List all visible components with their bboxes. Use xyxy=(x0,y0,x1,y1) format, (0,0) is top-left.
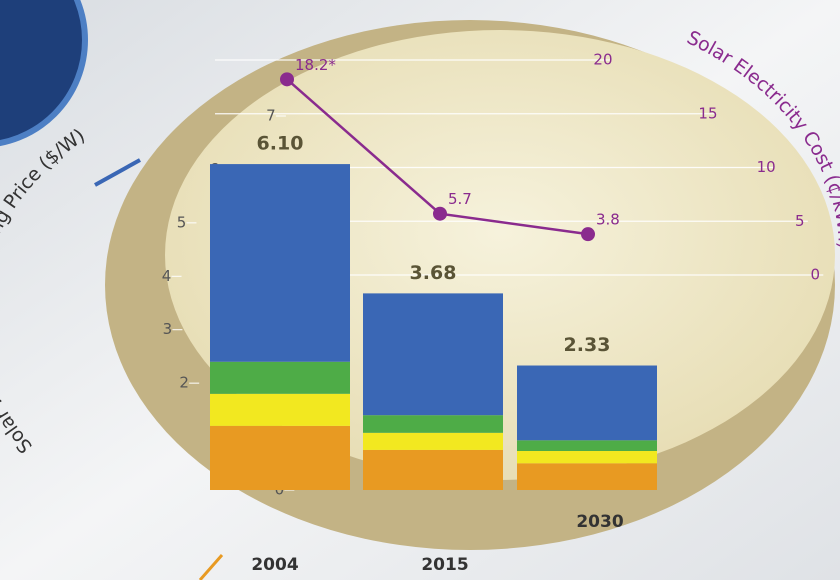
bar-segment xyxy=(517,450,657,464)
x-tick-label: 2015 xyxy=(421,555,468,575)
total-label: 3.68 xyxy=(410,262,457,284)
y-tick-label: 4 xyxy=(162,267,172,285)
bar-segment xyxy=(210,361,350,394)
x-tick-label: 2030 xyxy=(576,512,623,532)
bar-segment xyxy=(210,393,350,426)
line-point xyxy=(280,72,294,87)
line-label: 5.7 xyxy=(448,190,472,208)
y-tick-label: 3 xyxy=(163,320,173,338)
y2-tick-label: 15 xyxy=(698,104,717,122)
y-tick-label: 5 xyxy=(177,213,187,231)
photo-circle xyxy=(0,0,88,147)
line-point xyxy=(433,206,447,221)
bar-segment xyxy=(363,449,503,490)
bar-segment xyxy=(517,463,657,490)
bar-segment xyxy=(517,440,657,451)
line-point xyxy=(581,227,595,242)
total-label: 6.10 xyxy=(257,133,304,155)
y2-tick-label: 20 xyxy=(593,51,612,69)
bar-segment xyxy=(363,293,503,416)
bar-segment xyxy=(517,365,657,441)
y2-tick-label: 10 xyxy=(757,158,776,176)
decor xyxy=(198,554,224,580)
bar-segment xyxy=(363,415,503,433)
bar-segment xyxy=(210,425,350,490)
y2-tick-label: 0 xyxy=(811,266,821,284)
total-label: 2.33 xyxy=(564,334,611,356)
y-tick-label: 7 xyxy=(266,107,276,125)
decor xyxy=(94,158,141,187)
line-label: 3.8 xyxy=(596,211,620,229)
y2-tick-label: 5 xyxy=(795,212,805,230)
x-tick-label: 2004 xyxy=(251,555,298,575)
line-label: 18.2* xyxy=(295,56,336,74)
y-tick-label: 2 xyxy=(179,374,189,392)
bar-segment xyxy=(363,432,503,450)
bar-segment xyxy=(210,164,350,362)
